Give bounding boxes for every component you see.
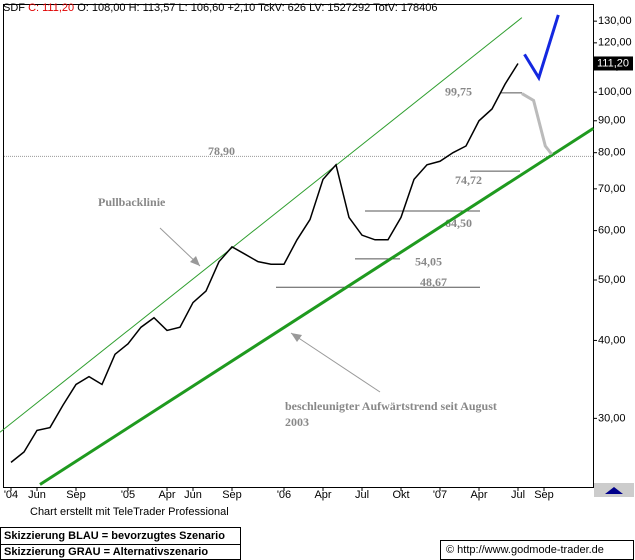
y-tick-label: 80,00 xyxy=(598,147,626,159)
last-price-box xyxy=(594,56,633,71)
level-label: 54,05 xyxy=(415,255,442,269)
source: © http://www.godmode-trader.de xyxy=(446,544,604,556)
level-label: 48,67 xyxy=(420,275,447,289)
x-tick-label: '07 xyxy=(433,489,447,501)
details: O: 108,00 H: 113,57 L: 106,60 +2,10 TckV… xyxy=(77,2,437,14)
trend-line xyxy=(0,17,523,433)
annotation: beschleunigter Aufwärtstrend seit August xyxy=(285,399,497,413)
plot-frame xyxy=(3,4,594,488)
scenario-line xyxy=(523,14,560,82)
arrow-head xyxy=(291,333,302,342)
x-tick-label: Sep xyxy=(66,489,86,501)
level-label: 74,72 xyxy=(455,173,482,187)
x-tick-label: '05 xyxy=(121,489,135,501)
x-tick-label: Apr xyxy=(470,489,487,501)
trend-line xyxy=(39,127,595,486)
y-tick-label: 70,00 xyxy=(598,183,626,195)
x-tick-label: Apr xyxy=(158,489,175,501)
level-label: 78,90 xyxy=(208,144,235,158)
x-tick-label: Sep xyxy=(534,489,554,501)
y-tick-label: 100,00 xyxy=(598,86,632,98)
arrow xyxy=(290,332,381,393)
scenario-line xyxy=(521,92,553,156)
x-tick-label: Jul xyxy=(355,489,369,501)
y-tick-label: 130,00 xyxy=(598,15,632,27)
y-tick-label: 50,00 xyxy=(598,274,626,286)
symbol: SDF xyxy=(3,2,25,14)
y-tick-label: 90,00 xyxy=(598,115,626,127)
scroll-arrow[interactable] xyxy=(605,487,623,494)
close: C: 111,20 xyxy=(28,2,74,14)
price-line xyxy=(10,63,519,463)
y-tick-label: 120,00 xyxy=(598,37,632,49)
x-tick-label: '06 xyxy=(277,489,291,501)
svg-text:SDF C: 111,20 O: 108,00 H: 113: SDF C: 111,20 O: 108,00 H: 113,57 L: 106… xyxy=(3,2,438,14)
level-label: 99,75 xyxy=(445,85,472,99)
arrow-head xyxy=(190,256,200,266)
y-tick-label: 40,00 xyxy=(598,334,626,346)
legend-text: Skizzierung BLAU = bevorzugtes Szenario xyxy=(4,530,225,542)
last-price-label: 111,20 xyxy=(597,57,629,69)
legend-text: Skizzierung GRAU = Alternativszenario xyxy=(4,546,208,558)
x-tick-label: Jul xyxy=(511,489,525,501)
y-tick-label: 60,00 xyxy=(598,225,626,237)
annotation: Pullbacklinie xyxy=(98,195,166,209)
x-tick-label: Sep xyxy=(222,489,242,501)
x-tick-label: Jun xyxy=(28,489,46,501)
annotation: 2003 xyxy=(285,415,309,429)
x-tick-label: Apr xyxy=(314,489,331,501)
credit: Chart erstellt mit TeleTrader Profession… xyxy=(30,506,229,518)
y-tick-label: 30,00 xyxy=(598,412,626,424)
x-tick-label: Jun xyxy=(184,489,202,501)
x-tick-label: Okt xyxy=(392,489,409,501)
x-tick-label: '04 xyxy=(4,489,18,501)
